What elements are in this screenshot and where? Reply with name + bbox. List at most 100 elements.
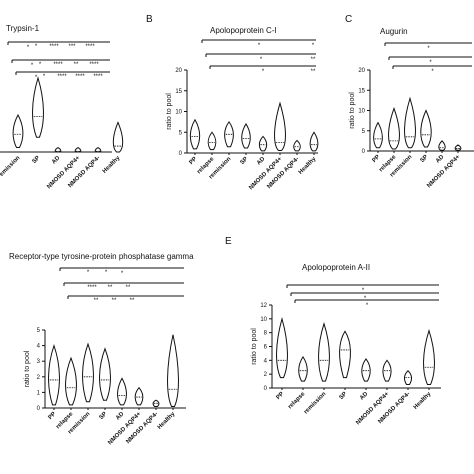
panel-2-ytick-label: 20 bbox=[358, 68, 365, 74]
panel-3-sig-label: * bbox=[121, 271, 124, 277]
panel-4-category-label: remission bbox=[303, 391, 328, 416]
panel-1-ytick-label: 5 bbox=[179, 130, 183, 136]
panel-4-violin bbox=[404, 370, 412, 386]
panel-3-sig-stars: ** bbox=[112, 298, 117, 304]
panel-0-sig-stars: **** bbox=[93, 74, 103, 80]
panel-b-letter: B bbox=[146, 14, 153, 25]
panel-3-violin bbox=[134, 386, 144, 406]
panel-4-category-label: SP bbox=[339, 391, 349, 401]
panel-e-letter: E bbox=[225, 236, 232, 247]
panel-0-sig-label: * bbox=[27, 45, 30, 51]
panel-d-title: Receptor-type tyrosine-protein phosphata… bbox=[9, 252, 194, 261]
panel-0-violin bbox=[54, 146, 62, 153]
panel-2-category-label: PP bbox=[372, 154, 382, 164]
panel-4-violin bbox=[276, 316, 288, 379]
panel-4-ytick-label: 4 bbox=[264, 358, 268, 364]
panel-0-sig-label: * bbox=[35, 75, 38, 81]
panel-3-ylabel: ratio to pool bbox=[24, 350, 31, 387]
panel-2-violin bbox=[388, 106, 400, 150]
panel-4-ylabel: ratio to pool bbox=[251, 328, 258, 365]
panel-0-sig-label: * bbox=[31, 63, 34, 69]
panel-1-violin bbox=[241, 123, 251, 149]
panel-3-category-label: Healthy bbox=[157, 411, 177, 431]
panel-1-sig-right: ** bbox=[311, 57, 316, 63]
panel-3-ytick-label: 5 bbox=[37, 328, 41, 334]
panel-3-violin bbox=[99, 347, 111, 401]
panel-3-sig-stars: ** bbox=[108, 285, 113, 291]
panel-1-violin bbox=[274, 101, 286, 152]
panel-1-violin bbox=[293, 139, 301, 152]
panel-4-ytick-label: 0 bbox=[264, 386, 268, 392]
panel-4-category-label: relapse bbox=[287, 391, 307, 411]
panel-2-ytick-label: 15 bbox=[358, 88, 365, 94]
panel-0-sig-stars: **** bbox=[53, 62, 63, 68]
panel-1-sig-label: * bbox=[258, 43, 261, 49]
panel-4-sig-label: * bbox=[364, 296, 367, 302]
panel-0-sig-stars: **** bbox=[85, 44, 95, 50]
panel-1-violin bbox=[207, 131, 217, 151]
panel-b-title: Apolopoprotein C-I bbox=[210, 26, 277, 35]
panel-1-violin bbox=[258, 135, 268, 152]
panel-1-category-label: AD bbox=[256, 156, 267, 167]
panel-a-title: Trypsin-1 bbox=[6, 24, 40, 33]
panel-3-sig-stars: **** bbox=[87, 285, 97, 291]
panel-4-ytick-label: 2 bbox=[264, 372, 268, 378]
panel-3-category-label: PP bbox=[48, 411, 58, 421]
panel-1-sig-right: ** bbox=[311, 69, 316, 75]
panel-2-ytick-label: 5 bbox=[362, 129, 366, 135]
panel-4-category-label: AD bbox=[359, 391, 370, 402]
panel-1-ylabel: ratio to pool bbox=[166, 93, 173, 130]
panel-0-sig-stars: **** bbox=[89, 62, 99, 68]
panel-1-sig-label: * bbox=[262, 69, 265, 75]
panel-1-violin bbox=[224, 121, 234, 148]
panel-4-ytick-label: 8 bbox=[264, 331, 268, 337]
panel-1-category-label: PP bbox=[189, 156, 199, 166]
panel-3-category-label: AD bbox=[115, 411, 126, 422]
panel-0-category-label: emission bbox=[0, 155, 22, 178]
panel-4-category-label: PP bbox=[276, 391, 286, 401]
panel-3-ytick-label: 2 bbox=[37, 375, 41, 381]
panel-c-title: Augurin bbox=[380, 27, 408, 36]
panel-2-ytick-label: 10 bbox=[358, 109, 365, 115]
panel-0-category-label: AD bbox=[51, 155, 62, 166]
panel-4-ytick-label: 12 bbox=[260, 303, 267, 309]
panel-2-ylabel: ratio to pool bbox=[349, 92, 356, 129]
panel-2-ytick-label: 0 bbox=[362, 149, 366, 155]
panel-2-sig-label: * bbox=[429, 60, 432, 66]
panel-0-category-label: SP bbox=[32, 155, 42, 165]
panel-2-sig-label: * bbox=[427, 46, 430, 52]
panel-0-violin bbox=[112, 121, 124, 153]
panel-4-violin bbox=[361, 358, 371, 382]
panel-0-sig-stars: * bbox=[43, 74, 46, 80]
panel-1-ytick-label: 0 bbox=[179, 151, 183, 157]
panel-0-sig-stars: ** bbox=[74, 62, 79, 68]
panel-3-violin bbox=[48, 344, 60, 406]
panel-4-violin bbox=[298, 355, 308, 382]
panel-3-sig-stars: * bbox=[87, 270, 90, 276]
panel-3-violin bbox=[82, 342, 94, 403]
panel-3-violin bbox=[152, 399, 160, 407]
panel-e-title: Apolopoprotein A-II bbox=[302, 263, 370, 272]
panel-4-violin bbox=[423, 328, 435, 386]
panel-1-violin bbox=[309, 131, 319, 152]
panel-3-category-label: SP bbox=[99, 411, 109, 421]
panel-1-sig-right: * bbox=[312, 43, 315, 49]
panel-0-violin bbox=[12, 113, 24, 149]
panel-1-category-label: Healthy bbox=[298, 156, 318, 176]
panel-2-violin bbox=[373, 121, 383, 149]
panel-2-category-label: SP bbox=[420, 154, 430, 164]
panel-0-violin bbox=[94, 146, 102, 153]
panel-2-violin bbox=[404, 96, 416, 149]
panel-4-ytick-label: 10 bbox=[260, 317, 267, 323]
panel-1-ytick-label: 15 bbox=[175, 89, 182, 95]
panel-4-sig-label: * bbox=[366, 303, 369, 309]
panel-4-violin bbox=[339, 330, 351, 379]
panel-3-violin bbox=[65, 356, 77, 406]
panel-3-violin bbox=[167, 334, 179, 407]
panel-1-sig-label: * bbox=[260, 57, 263, 63]
panel-3-sig-stars: ** bbox=[130, 298, 135, 304]
panel-0-category-label: Healthy bbox=[102, 155, 122, 175]
panel-1-violin bbox=[189, 118, 201, 150]
